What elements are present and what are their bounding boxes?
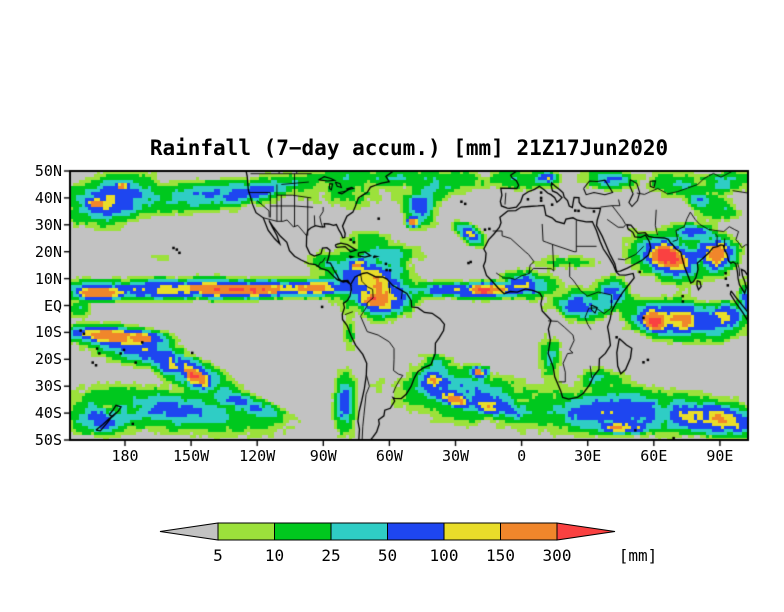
lat-tick-label: 50S — [34, 431, 62, 449]
colorbar-tick-label: 50 — [378, 546, 397, 565]
colorbar-segment — [217, 522, 275, 541]
colorbar-segment — [330, 522, 388, 541]
colorbar-tick-label: 100 — [430, 546, 459, 565]
colorbar-tick-label: 10 — [265, 546, 284, 565]
colorbar-segment — [387, 522, 445, 541]
lon-tick-label: 60E — [640, 447, 668, 465]
lat-tick-label: 40N — [34, 188, 62, 207]
colorbar-segment — [500, 522, 558, 541]
colorbar-unit-label: [mm] — [619, 546, 658, 565]
lon-tick-label: 120W — [239, 447, 276, 465]
lat-tick-label: EQ — [43, 296, 62, 315]
figure-title: Rainfall (7−day accum.) [mm] 21Z17Jun202… — [149, 136, 669, 160]
lat-tick-label: 30N — [34, 215, 62, 234]
lat-tick-label: 20S — [34, 350, 62, 369]
lon-tick-label: 150W — [173, 447, 210, 465]
lon-tick-label: 60W — [375, 447, 403, 465]
lat-tick-label: 20N — [34, 242, 62, 261]
lat-tick-label: 40S — [34, 404, 62, 423]
colorbar-tick-label: 150 — [486, 546, 515, 565]
colorbar-tick-label: 300 — [543, 546, 572, 565]
colorbar-tick-label: 25 — [321, 546, 340, 565]
lon-tick-label: 0 — [517, 447, 527, 465]
lon-tick-label: 90W — [309, 447, 337, 465]
lat-tick-label: 10S — [34, 323, 62, 342]
colorbar-segment — [443, 522, 501, 541]
lat-tick-label: 10N — [34, 269, 62, 288]
rainfall-map-canvas — [60, 164, 758, 454]
colorbar-low-arrow — [159, 522, 219, 541]
colorbar-high-arrow — [556, 522, 616, 541]
lat-tick-label: 50N — [34, 162, 62, 180]
lon-tick-label: 180 — [111, 447, 139, 465]
lat-tick-label: 30S — [34, 377, 62, 396]
lon-tick-label: 30E — [574, 447, 602, 465]
lon-tick-label: 90E — [706, 447, 734, 465]
colorbar-tick-label: 5 — [213, 546, 223, 565]
lon-tick-label: 30W — [441, 447, 470, 465]
colorbar-segment — [274, 522, 332, 541]
colorbar-legend: 5 10 25 50 100 150 300 [mm] — [159, 522, 658, 565]
